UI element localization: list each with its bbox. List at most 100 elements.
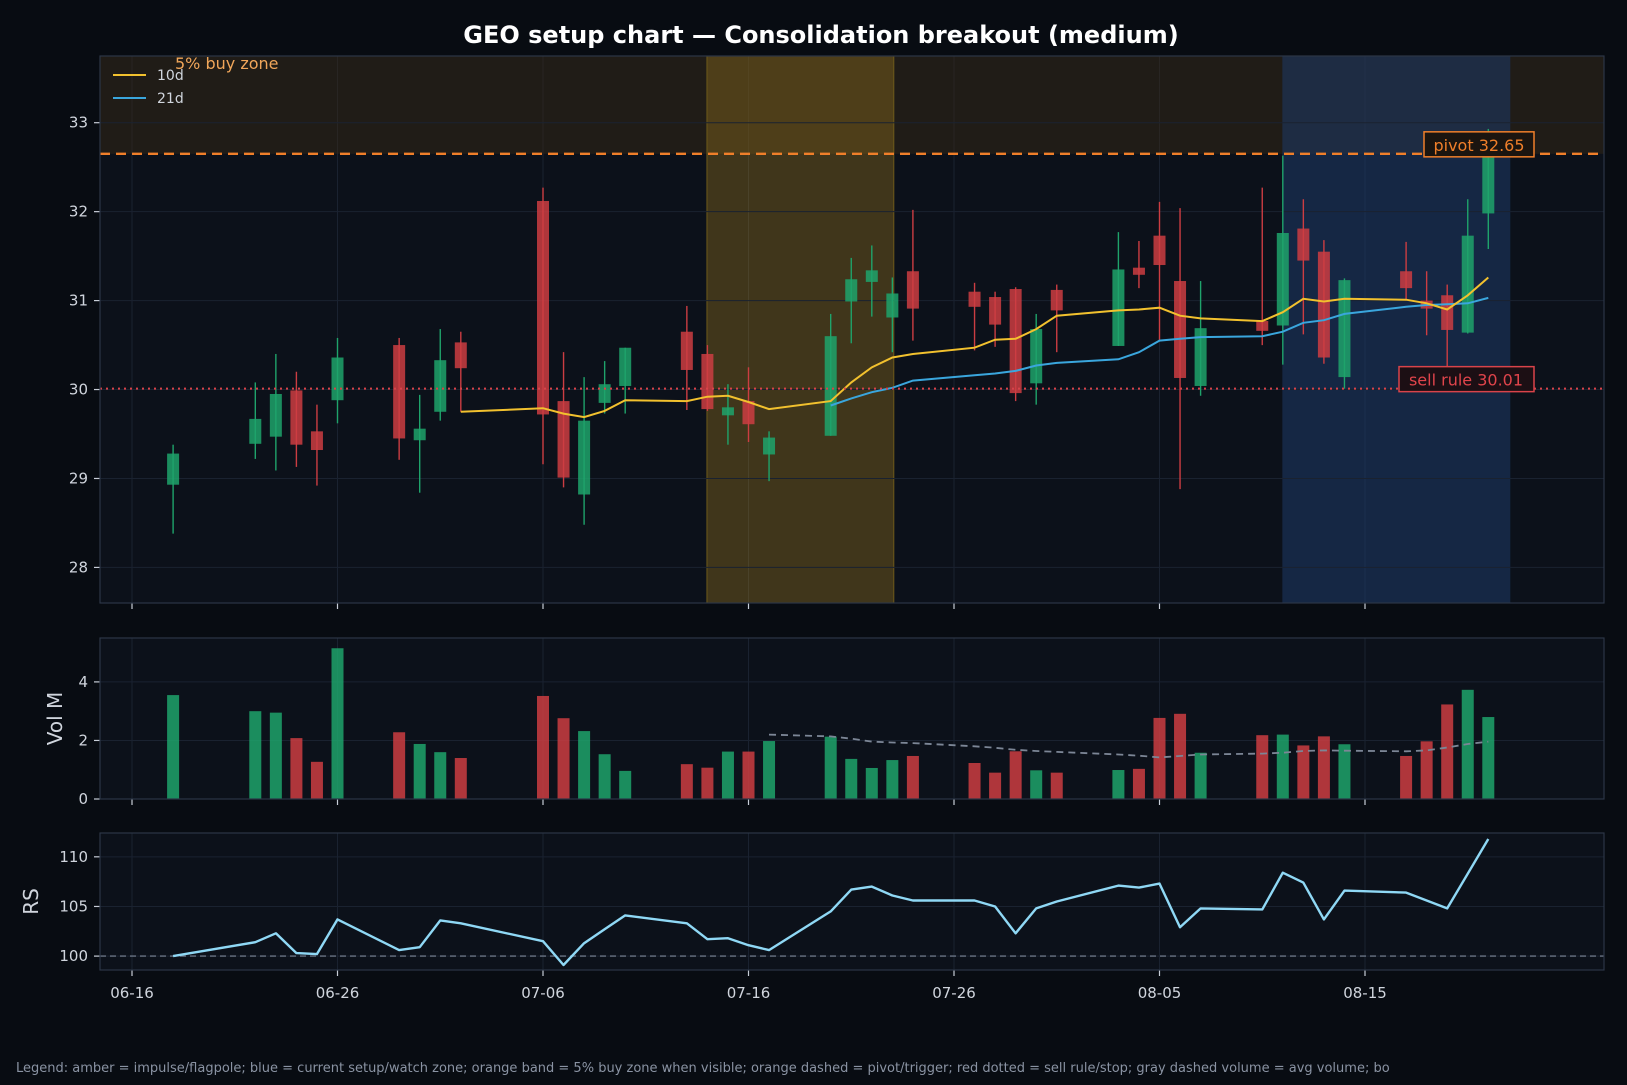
pivot-label-box — [1423, 131, 1535, 158]
candle-body-07-27 — [968, 291, 981, 307]
volume-bar-07-24 — [906, 755, 919, 799]
candle-body-06-24 — [290, 390, 303, 445]
candle-body-07-30 — [1030, 329, 1043, 384]
rs-line — [172, 838, 1490, 967]
sell-rule-label: sell rule 30.01 — [1409, 371, 1523, 390]
volume-bar-08-03 — [1112, 770, 1125, 799]
volume-bar-08-05 — [1153, 717, 1166, 799]
volume-bar-06-18 — [167, 695, 180, 799]
rs-y-tick-label-2: 110 — [59, 848, 88, 866]
candle-body-08-07 — [1194, 328, 1207, 386]
candle-body-08-06 — [1174, 281, 1187, 378]
volume-bar-06-26 — [331, 648, 344, 799]
volume-bar-07-01 — [434, 752, 447, 799]
volume-bar-06-30 — [413, 743, 426, 799]
candle-body-07-31 — [1050, 289, 1063, 311]
candle-body-08-12 — [1297, 228, 1310, 261]
rs-x-tick-label-4: 07-26 — [932, 984, 976, 1002]
rs-x-tick-label-0: 06-16 — [110, 984, 154, 1002]
volume-bar-07-09 — [598, 754, 611, 799]
volume-bar-07-02 — [454, 758, 467, 799]
volume-bar-08-13 — [1317, 736, 1330, 799]
candle-body-08-03 — [1112, 269, 1125, 346]
volume-bar-07-08 — [578, 731, 591, 799]
volume-bar-07-21 — [845, 758, 858, 799]
candle-body-07-22 — [865, 270, 878, 282]
price-y-tick-label-5: 33 — [69, 114, 88, 132]
candle-body-07-21 — [845, 279, 858, 302]
volume-panel: 0 2 4 Vol M — [43, 637, 1605, 808]
volume-bar-06-24 — [290, 738, 303, 799]
candle-body-06-23 — [269, 393, 282, 437]
volume-border — [99, 637, 1605, 800]
volume-bar-08-21 — [1482, 717, 1495, 799]
candle-body-08-19 — [1441, 295, 1454, 330]
volume-bar-08-17 — [1400, 755, 1413, 799]
rs-x-tick-label-1: 06-26 — [316, 984, 360, 1002]
candle-body-08-11 — [1276, 232, 1289, 326]
candle-body-06-26 — [331, 357, 344, 401]
volume-bar-08-19 — [1441, 704, 1454, 799]
volume-bar-07-17 — [763, 741, 776, 799]
candle-body-08-05 — [1153, 235, 1166, 266]
volume-bar-07-28 — [989, 772, 1002, 799]
volume-bar-08-12 — [1297, 745, 1310, 799]
price-y-tick-label-0: 28 — [69, 558, 88, 576]
rs-x-tick-label-2: 07-06 — [521, 984, 565, 1002]
candle-body-06-22 — [249, 418, 262, 444]
candle-body-07-13 — [680, 331, 693, 370]
candle-body-08-20 — [1461, 235, 1474, 333]
candle-body-06-30 — [413, 428, 426, 441]
candle-body-07-10 — [619, 347, 632, 386]
legend-label-ma10: 10d — [157, 68, 184, 84]
candle-body-07-14 — [701, 353, 714, 410]
candle-body-07-17 — [763, 437, 776, 455]
volume-y-tick-label-0: 0 — [78, 790, 88, 808]
volume-bar-08-14 — [1338, 744, 1351, 799]
ma21-line — [830, 296, 1489, 407]
price-y-tick-label-4: 32 — [69, 203, 88, 221]
candle-body-06-25 — [310, 431, 323, 451]
volume-bar-07-22 — [865, 767, 878, 799]
volume-bar-07-30 — [1030, 770, 1043, 799]
chart-title: GEO setup chart — Consolidation breakout… — [463, 21, 1178, 49]
candle-body-08-10 — [1256, 321, 1269, 331]
volume-bar-07-14 — [701, 767, 714, 799]
candle-body-08-21 — [1482, 153, 1495, 214]
candle-body-07-29 — [1009, 289, 1022, 394]
volume-bar-08-04 — [1132, 768, 1145, 799]
candle-body-07-06 — [537, 200, 549, 415]
volume-bar-06-23 — [269, 712, 282, 799]
price-y-tick-label-2: 30 — [69, 381, 88, 399]
volume-bar-08-18 — [1420, 741, 1433, 799]
rs-border — [99, 832, 1605, 971]
price-y-tick-label-1: 29 — [69, 469, 88, 487]
candle-body-07-08 — [578, 420, 591, 495]
rs-x-tick-label-3: 07-16 — [727, 984, 771, 1002]
volume-y-label: Vol M — [43, 692, 67, 746]
rs-x-tick-label-6: 08-15 — [1343, 984, 1387, 1002]
candle-body-07-15 — [721, 407, 734, 416]
candle-body-06-18 — [167, 453, 180, 485]
rs-background — [100, 833, 1604, 970]
volume-bar-08-07 — [1194, 752, 1207, 799]
volume-bar-07-13 — [680, 764, 693, 799]
legend-label-ma21: 21d — [157, 91, 184, 107]
candle-body-07-28 — [989, 297, 1002, 325]
volume-bar-07-31 — [1050, 772, 1063, 799]
rs-y-tick-label-0: 100 — [59, 947, 88, 965]
volume-bar-08-11 — [1276, 734, 1289, 799]
candle-body-08-14 — [1338, 280, 1351, 378]
volume-bar-06-29 — [393, 732, 406, 799]
volume-bar-07-20 — [824, 736, 837, 799]
rs-x-tick-label-5: 08-05 — [1138, 984, 1182, 1002]
volume-y-tick-label-1: 2 — [78, 731, 88, 749]
volume-bar-07-15 — [721, 751, 734, 799]
footer-legend: Legend: amber = impulse/flagpole; blue =… — [16, 1061, 1390, 1076]
price-y-tick-label-3: 31 — [69, 292, 88, 310]
volume-y-tick-label-2: 4 — [78, 673, 88, 691]
candle-body-06-29 — [393, 345, 406, 439]
volume-bar-07-27 — [968, 762, 981, 799]
volume-bar-08-10 — [1256, 735, 1269, 799]
